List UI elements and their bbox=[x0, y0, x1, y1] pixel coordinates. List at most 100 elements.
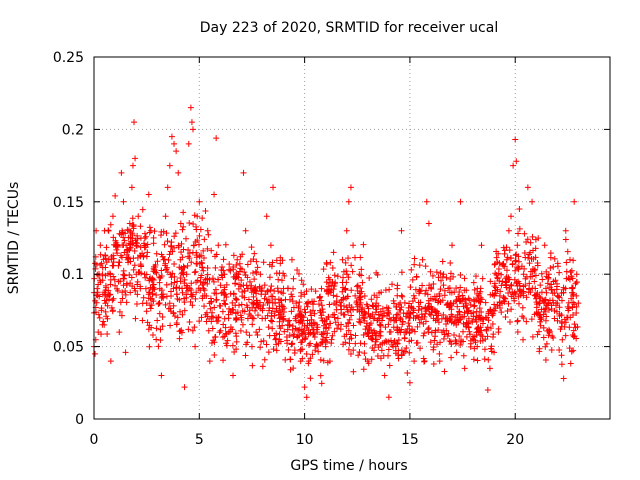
data-point bbox=[144, 319, 151, 326]
data-point bbox=[233, 346, 240, 353]
data-point bbox=[204, 227, 211, 234]
data-point bbox=[491, 301, 498, 308]
data-point bbox=[414, 339, 421, 346]
data-point bbox=[560, 375, 567, 382]
data-point bbox=[298, 331, 305, 338]
data-point bbox=[297, 308, 304, 315]
data-point bbox=[520, 292, 527, 299]
data-point bbox=[160, 256, 167, 263]
data-point bbox=[273, 257, 280, 264]
data-point bbox=[276, 270, 283, 277]
data-point bbox=[239, 321, 246, 328]
data-point bbox=[188, 119, 195, 126]
data-point bbox=[222, 241, 229, 248]
x-tick-label: 5 bbox=[195, 432, 204, 448]
data-point bbox=[401, 334, 408, 341]
data-point bbox=[369, 302, 376, 309]
data-point bbox=[399, 318, 406, 325]
data-point bbox=[402, 329, 409, 336]
data-point bbox=[181, 264, 188, 271]
data-point bbox=[465, 315, 472, 322]
data-point bbox=[350, 242, 357, 249]
data-point bbox=[568, 267, 575, 274]
data-point bbox=[302, 309, 309, 316]
data-point bbox=[161, 241, 168, 248]
data-point bbox=[129, 215, 136, 222]
data-point bbox=[174, 314, 181, 321]
data-point bbox=[280, 285, 287, 292]
data-point bbox=[356, 349, 363, 356]
data-point bbox=[158, 287, 165, 294]
data-point bbox=[477, 338, 484, 345]
data-point bbox=[359, 279, 366, 286]
data-point bbox=[527, 239, 534, 246]
data-point bbox=[569, 284, 576, 291]
data-point bbox=[351, 254, 358, 261]
data-point bbox=[547, 254, 554, 261]
data-point bbox=[566, 345, 573, 352]
data-point bbox=[349, 268, 356, 275]
data-point bbox=[373, 300, 380, 307]
data-point bbox=[167, 322, 174, 329]
data-point bbox=[343, 271, 350, 278]
data-point bbox=[573, 271, 580, 278]
data-point bbox=[246, 332, 253, 339]
data-point bbox=[111, 276, 118, 283]
data-point bbox=[323, 279, 330, 286]
data-point bbox=[315, 301, 322, 308]
data-point bbox=[137, 261, 144, 268]
data-point bbox=[360, 314, 367, 321]
data-point bbox=[273, 305, 280, 312]
data-point bbox=[243, 329, 250, 336]
data-point bbox=[373, 306, 380, 313]
data-point bbox=[102, 252, 109, 259]
data-point bbox=[338, 296, 345, 303]
data-point bbox=[432, 309, 439, 316]
data-point bbox=[269, 259, 276, 266]
data-point bbox=[423, 198, 430, 205]
data-point bbox=[431, 337, 438, 344]
data-point bbox=[536, 293, 543, 300]
data-point bbox=[425, 324, 432, 331]
data-point bbox=[566, 276, 573, 283]
data-point bbox=[167, 271, 174, 278]
data-point bbox=[345, 198, 352, 205]
data-point bbox=[417, 299, 424, 306]
data-point bbox=[114, 250, 121, 257]
data-point bbox=[163, 293, 170, 300]
data-point bbox=[408, 304, 415, 311]
data-point bbox=[479, 315, 486, 322]
data-point bbox=[175, 242, 182, 249]
data-point bbox=[479, 333, 486, 340]
data-point bbox=[325, 274, 332, 281]
data-point bbox=[487, 291, 494, 298]
data-point bbox=[479, 320, 486, 327]
data-point bbox=[249, 299, 256, 306]
data-point bbox=[503, 279, 510, 286]
data-point bbox=[159, 314, 166, 321]
data-point bbox=[461, 365, 468, 372]
data-point bbox=[172, 230, 179, 237]
data-point bbox=[298, 293, 305, 300]
data-point bbox=[121, 272, 128, 279]
data-point bbox=[454, 303, 461, 310]
data-point bbox=[510, 162, 517, 169]
data-point bbox=[516, 225, 523, 232]
data-point bbox=[395, 351, 402, 358]
data-point bbox=[116, 230, 123, 237]
data-point bbox=[160, 228, 167, 235]
data-point bbox=[453, 285, 460, 292]
data-point bbox=[191, 324, 198, 331]
data-point bbox=[115, 262, 122, 269]
data-point bbox=[293, 300, 300, 307]
data-point bbox=[102, 264, 109, 271]
data-point bbox=[506, 247, 513, 254]
data-point bbox=[411, 255, 418, 262]
data-point bbox=[484, 333, 491, 340]
data-point bbox=[123, 280, 130, 287]
data-point bbox=[120, 198, 127, 205]
data-point bbox=[153, 250, 160, 257]
data-point bbox=[102, 287, 109, 294]
data-point bbox=[327, 320, 334, 327]
data-point bbox=[220, 267, 227, 274]
